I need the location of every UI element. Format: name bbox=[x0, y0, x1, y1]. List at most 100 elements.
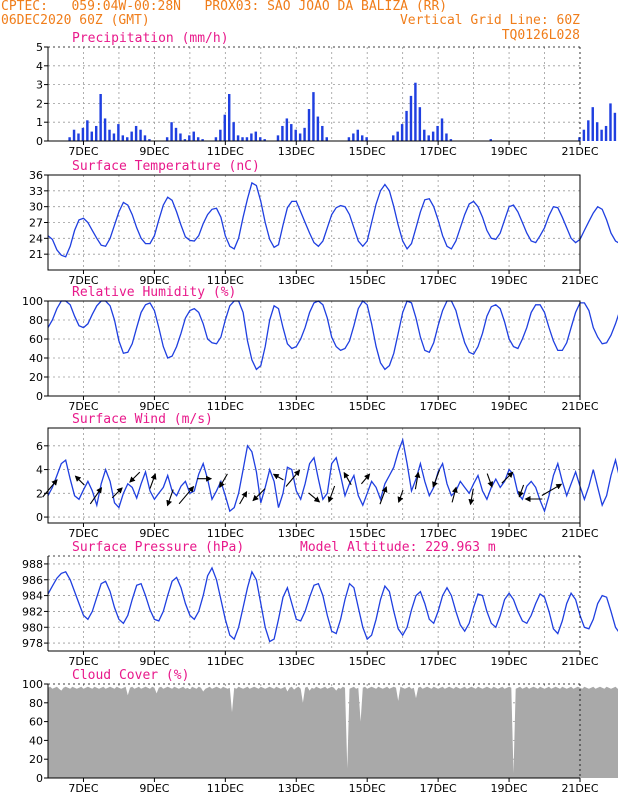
wind-arrow bbox=[432, 469, 441, 488]
wind-arrow bbox=[360, 473, 371, 485]
wind-arrow bbox=[327, 485, 336, 503]
y-tick-label: 40 bbox=[29, 352, 43, 365]
precip-bar bbox=[281, 125, 284, 141]
x-tick-label: 17DEC bbox=[420, 782, 457, 795]
forecast-start-date: 06DEC2020 60Z (GMT) bbox=[1, 13, 150, 28]
precip-bar bbox=[303, 127, 306, 141]
precip-bar bbox=[232, 122, 235, 141]
precip-bar bbox=[117, 124, 120, 141]
y-tick-label: 0 bbox=[36, 390, 43, 403]
wind-panel: 0 2 4 6 7DEC 9DEC 11DEC 13DEC 15DEC 17DEC 19DEC 21D… bbox=[36, 412, 618, 540]
rh-title: Relative Humidity (%) bbox=[72, 285, 236, 300]
precip-bar bbox=[440, 118, 444, 141]
precip-bar bbox=[431, 131, 435, 141]
precip-bar bbox=[223, 114, 226, 141]
precip-bar bbox=[418, 107, 422, 141]
temp-series-line bbox=[47, 181, 618, 258]
y-tick-label: 20 bbox=[29, 753, 43, 766]
y-tick-label: 0 bbox=[36, 135, 43, 148]
x-tick-label: 15DEC bbox=[349, 274, 386, 287]
precip-bar bbox=[427, 135, 430, 141]
x-tick-label: 15DEC bbox=[349, 527, 386, 540]
precip-bar bbox=[236, 135, 240, 141]
precip-bar bbox=[103, 118, 107, 141]
x-tick-label: 11DEC bbox=[207, 274, 244, 287]
precip-bar bbox=[445, 133, 448, 141]
x-tick-label: 13DEC bbox=[278, 655, 315, 668]
x-tick-label: 11DEC bbox=[207, 655, 244, 668]
x-tick-label: 9DEC bbox=[139, 527, 169, 540]
precip-bar bbox=[285, 118, 289, 141]
y-tick-label: 2 bbox=[36, 487, 43, 500]
y-tick-label: 60 bbox=[29, 333, 43, 346]
x-tick-label: 9DEC bbox=[139, 655, 169, 668]
precip-bar bbox=[148, 139, 151, 141]
precip-bar bbox=[405, 110, 408, 141]
wind-arrow bbox=[468, 489, 475, 506]
wind-arrow bbox=[541, 483, 563, 496]
x-tick-label: 9DEC bbox=[139, 782, 169, 795]
model-name: TQ0126L028 bbox=[501, 28, 580, 43]
x-tick-label: 17DEC bbox=[420, 655, 457, 668]
y-tick-label: 33 bbox=[29, 185, 43, 198]
x-tick-label: 19DEC bbox=[491, 527, 528, 540]
precip-bar bbox=[613, 112, 617, 141]
x-tick-label: 19DEC bbox=[491, 400, 528, 413]
y-tick-label: 2 bbox=[36, 97, 43, 110]
x-tick-label: 11DEC bbox=[207, 527, 244, 540]
precip-bar bbox=[609, 103, 612, 141]
wind-arrow bbox=[42, 479, 58, 498]
x-tick-label: 7DEC bbox=[68, 655, 98, 668]
precip-bar bbox=[604, 125, 608, 141]
wind-arrow bbox=[486, 473, 494, 488]
wind-arrow bbox=[219, 473, 228, 489]
pres-title: Surface Pressure (hPa) bbox=[72, 540, 244, 555]
precip-panel: 0 1 2 3 4 5 7DEC 9DEC 11DEC 13DEC 15DEC 17DEC 19DEC 2… bbox=[36, 31, 617, 158]
wind-arrow bbox=[343, 471, 352, 486]
precip-bar bbox=[449, 139, 453, 141]
precip-bar bbox=[192, 131, 195, 141]
wind-series-line bbox=[47, 437, 618, 514]
y-tick-label: 1 bbox=[36, 116, 43, 129]
pres-series-line bbox=[47, 566, 618, 643]
y-tick-label: 80 bbox=[29, 697, 43, 710]
wind-arrow bbox=[178, 485, 195, 505]
precip-bar bbox=[72, 129, 76, 141]
precip-bar bbox=[121, 135, 125, 141]
y-tick-label: 6 bbox=[36, 440, 43, 453]
precip-bar bbox=[174, 127, 178, 141]
precip-bar bbox=[130, 131, 133, 141]
wind-arrow bbox=[501, 471, 514, 484]
x-tick-label: 11DEC bbox=[207, 400, 244, 413]
y-tick-label: 0 bbox=[36, 772, 43, 785]
wind-arrow bbox=[379, 486, 388, 505]
y-tick-label: 5 bbox=[36, 41, 43, 54]
wind-arrow bbox=[89, 486, 103, 505]
x-tick-label: 21DEC bbox=[561, 782, 598, 795]
station-info: CPTEC: 059:04W-00:28N PROX03: SAO JOAO D… bbox=[1, 0, 448, 14]
cloud-cover-area bbox=[48, 686, 618, 778]
precip-bar bbox=[400, 124, 404, 141]
y-tick-label: 27 bbox=[29, 217, 43, 230]
rh-panel: 0 20 40 60 80 100 7DEC 9DEC 11DEC 13DEC 15DEC 17DEC… bbox=[22, 285, 618, 413]
x-tick-label: 15DEC bbox=[349, 400, 386, 413]
wind-arrow bbox=[397, 489, 404, 503]
wind-arrow bbox=[149, 473, 157, 489]
x-tick-label: 21DEC bbox=[561, 145, 598, 158]
panel-frame bbox=[47, 300, 581, 397]
precip-bar bbox=[108, 129, 111, 141]
precip-bar bbox=[489, 139, 492, 141]
precip-bar bbox=[245, 137, 249, 141]
x-tick-label: 11DEC bbox=[207, 782, 244, 795]
precip-bar bbox=[77, 133, 80, 141]
y-tick-label: 4 bbox=[36, 60, 43, 73]
y-tick-label: 4 bbox=[36, 464, 43, 477]
x-tick-label: 13DEC bbox=[278, 527, 315, 540]
x-tick-label: 9DEC bbox=[139, 274, 169, 287]
x-tick-label: 19DEC bbox=[491, 274, 528, 287]
precip-bar bbox=[276, 135, 280, 141]
precip-bar bbox=[241, 137, 244, 141]
precip-bar bbox=[578, 137, 581, 141]
precip-bar bbox=[396, 131, 399, 141]
